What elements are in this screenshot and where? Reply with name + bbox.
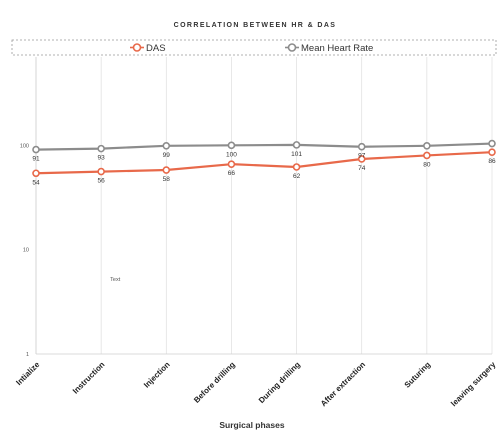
x-tick-label: Intialize [14, 360, 41, 387]
annotation: Text [110, 277, 121, 283]
data-point [488, 139, 496, 148]
axes [35, 57, 492, 355]
data-label: 62 [293, 173, 301, 180]
series-line [35, 151, 493, 175]
series [32, 139, 496, 178]
data-point [357, 155, 366, 163]
data-point [162, 166, 171, 174]
data-label: 100 [226, 151, 237, 158]
y-ticks: 1 10 100 [20, 143, 29, 358]
data-point [32, 169, 40, 178]
data-label: 80 [423, 161, 431, 168]
data-label: 99 [163, 152, 171, 159]
legend: DAS Mean Heart Rate [11, 39, 497, 56]
x-tick-label: During drilling [257, 360, 302, 405]
data-point [423, 151, 431, 160]
x-ticks: Intialize Instruction Injection Before dril… [14, 360, 497, 409]
legend-swatch-marker [132, 43, 142, 52]
data-point [97, 167, 105, 176]
x-tick-label: After extraction [319, 360, 367, 408]
y-tick-label: 100 [20, 143, 29, 149]
data-point [227, 141, 236, 150]
data-point [162, 141, 171, 150]
data-label: 101 [291, 151, 302, 158]
legend-label: DAS [146, 43, 166, 54]
data-point [423, 141, 431, 150]
data-point [292, 141, 301, 149]
data-label: 66 [228, 170, 236, 177]
x-axis-label: Surgical phases [219, 420, 284, 430]
data-point [97, 144, 105, 153]
data-point [488, 148, 496, 156]
data-labels: 54 56 58 66 62 74 80 86 91 93 99 100 101 97 [32, 151, 496, 186]
data-point [292, 163, 301, 171]
data-point [357, 142, 366, 151]
x-tick-label: Before drilling [192, 360, 237, 405]
y-tick-label: 10 [23, 248, 29, 254]
legend-box [11, 39, 497, 56]
x-tick-label: Suturing [403, 360, 433, 390]
data-label: 86 [488, 158, 496, 165]
annotations: Text [110, 277, 121, 283]
chart-title: CORRELATION BETWEEN HR & DAS [174, 22, 337, 29]
series-line [35, 142, 493, 151]
data-label: 58 [163, 176, 171, 183]
data-label: 97 [358, 153, 366, 160]
legend-swatch-marker [287, 43, 297, 52]
y-tick-label: 1 [26, 352, 29, 358]
data-label: 91 [32, 156, 40, 163]
data-point [32, 145, 40, 154]
legend-label: Mean Heart Rate [301, 43, 373, 54]
x-tick-label: Instruction [71, 360, 107, 396]
x-tick-label: Injection [142, 360, 172, 390]
x-tick-label: leaving surgery [449, 360, 498, 409]
data-label: 93 [98, 155, 106, 162]
data-label: 54 [32, 179, 40, 186]
data-point [227, 160, 236, 168]
data-label: 74 [358, 165, 366, 172]
gridlines [35, 57, 493, 354]
data-label: 56 [98, 178, 106, 185]
